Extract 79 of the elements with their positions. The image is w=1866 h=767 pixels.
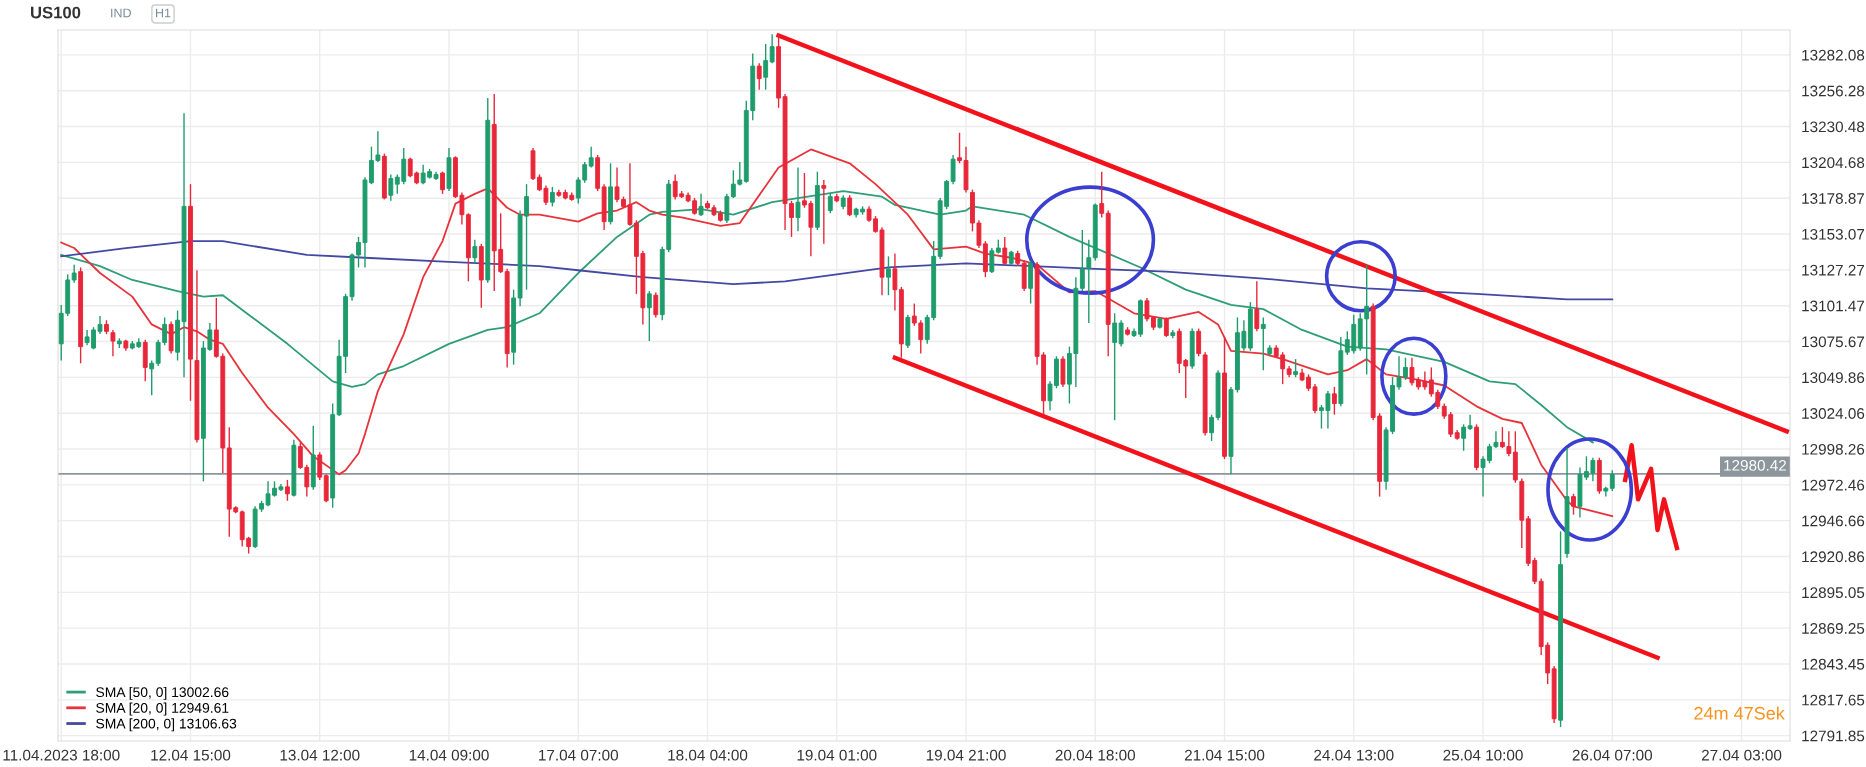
y-tick-label: 12920.86 — [1802, 551, 1865, 563]
candlestick — [989, 247, 995, 274]
y-tick-label: 13230.48 — [1802, 121, 1865, 133]
legend-label: SMA [50, 0] 13002.66 — [96, 686, 229, 700]
y-tick-label: 13024.06 — [1802, 408, 1865, 419]
x-tick-label: 12.04 15:00 — [151, 749, 231, 761]
y-tick-label: 12972.46 — [1802, 479, 1865, 491]
y-tick-label: 12946.66 — [1802, 515, 1865, 527]
candlestick — [653, 291, 659, 319]
x-tick-label: 14.04 09:00 — [409, 749, 489, 761]
y-tick-label: 12843.45 — [1802, 658, 1865, 670]
y-tick-label: 13049.86 — [1802, 372, 1865, 384]
candlestick — [149, 359, 155, 396]
candlestick — [847, 194, 853, 217]
candlestick — [1163, 316, 1169, 338]
candlestick — [1461, 423, 1467, 452]
y-tick-label: 13101.47 — [1802, 300, 1865, 312]
candlestick — [1196, 327, 1202, 358]
candlestick — [1609, 469, 1615, 492]
candlestick — [886, 255, 891, 296]
y-tick-label: 12998.26 — [1802, 443, 1865, 455]
chart-title: US100 — [31, 6, 81, 19]
candlestick — [472, 238, 478, 264]
line-series — [1622, 442, 1680, 551]
candlestick — [285, 479, 290, 502]
candlestick — [795, 166, 801, 233]
x-tick-label: 24.04 13:00 — [1314, 749, 1394, 761]
line-series — [60, 240, 1614, 301]
x-tick-label: 11.04.2023 18:00 — [3, 749, 120, 761]
y-tick-label: 13256.28 — [1802, 85, 1865, 97]
y-tick-label: 13178.87 — [1802, 193, 1865, 204]
x-tick-label: 13.04 12:00 — [280, 749, 360, 761]
candlestick — [698, 193, 704, 217]
y-tick-label: 13127.27 — [1802, 264, 1865, 276]
y-tick-label: 12791.85 — [1802, 730, 1865, 742]
candlestick — [1099, 170, 1105, 219]
candlestick — [763, 43, 769, 91]
x-tick-label: 27.04 03:00 — [1701, 749, 1782, 761]
x-tick-label: 20.04 18:00 — [1055, 749, 1136, 761]
y-tick-label: 13153.07 — [1802, 228, 1865, 240]
y-tick-label: 13282.08 — [1802, 49, 1865, 61]
candlestick — [1112, 312, 1118, 421]
candlestick — [1260, 316, 1266, 371]
x-tick-label: 25.04 10:00 — [1443, 749, 1523, 761]
candlestick — [646, 290, 652, 342]
x-tick-label: 21.04 15:00 — [1184, 749, 1265, 761]
y-tick-label: 12869.25 — [1802, 623, 1865, 634]
candlestick — [1118, 319, 1124, 348]
y-tick-label: 13204.68 — [1802, 157, 1865, 169]
x-tick-label: 19.04 21:00 — [926, 749, 1006, 761]
candlestick — [549, 186, 555, 208]
y-tick-label: 12895.05 — [1802, 587, 1865, 599]
candlestick — [1293, 358, 1299, 378]
candlestick — [1331, 386, 1337, 416]
candlestick — [1467, 413, 1473, 431]
candlestick — [769, 33, 775, 65]
candlestick — [1002, 236, 1008, 266]
y-tick-label: 13075.67 — [1802, 336, 1865, 348]
x-tick-label: 17.04 07:00 — [539, 749, 619, 761]
candlestick — [317, 451, 323, 481]
candlestick — [1254, 280, 1260, 333]
text: H1 — [156, 8, 171, 18]
x-tick-label: 19.04 01:00 — [797, 749, 877, 761]
y-tick-label: 12817.65 — [1802, 694, 1865, 706]
ref-line-label: 12980.42 — [1724, 459, 1787, 471]
x-tick-label: 18.04 04:00 — [668, 749, 748, 761]
line-series — [60, 190, 1594, 444]
candlestick — [71, 263, 77, 284]
candlestick — [724, 193, 730, 224]
text: IND — [111, 8, 131, 18]
annotation: 24m 47Sek — [1694, 706, 1785, 720]
candlestick — [110, 329, 116, 358]
candlestick — [756, 62, 762, 91]
x-tick-label: 26.04 07:00 — [1572, 749, 1653, 761]
candlestick — [388, 173, 394, 202]
candlestick — [827, 193, 833, 214]
legend-label: SMA [200, 0] 13106.63 — [96, 718, 237, 732]
legend-label: SMA [20, 0] 12949.61 — [96, 702, 229, 716]
candlestick — [821, 179, 827, 245]
